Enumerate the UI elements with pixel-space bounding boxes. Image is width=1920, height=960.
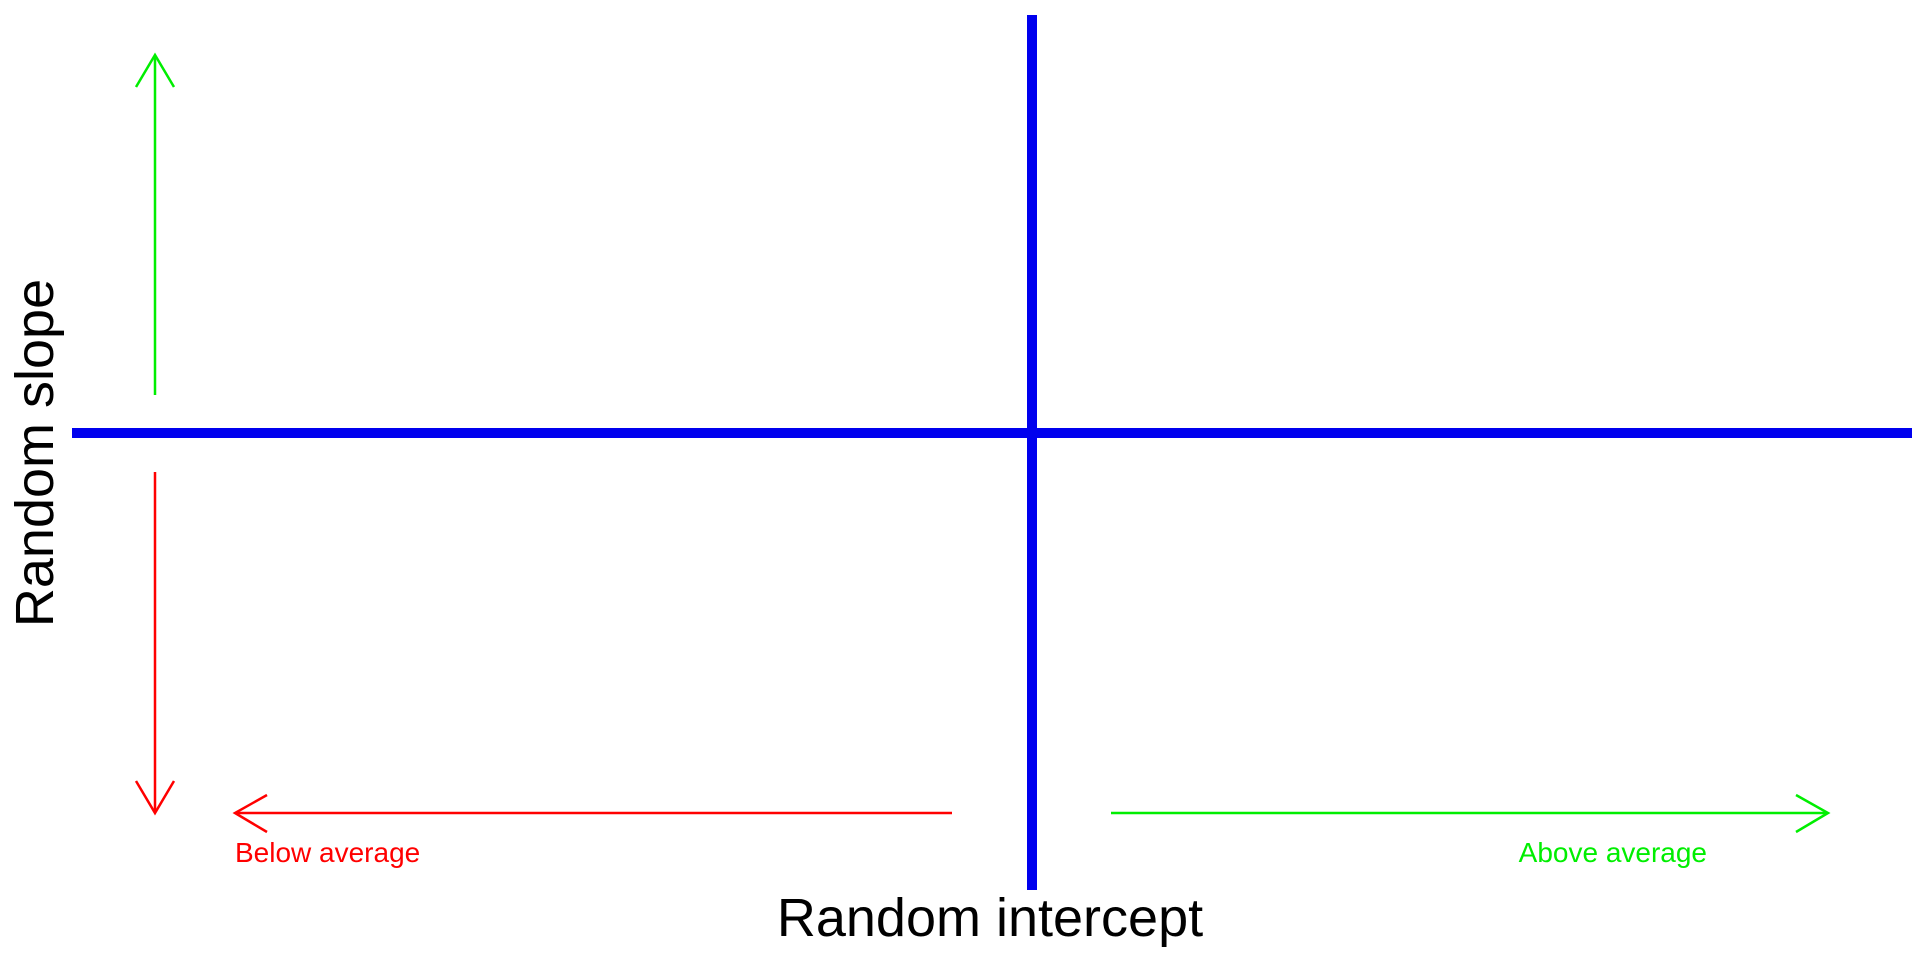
up-arrow-icon [134, 52, 176, 395]
right-arrow-icon [1111, 793, 1831, 834]
x-axis-title: Random intercept [777, 888, 1203, 948]
left-arrow-icon [232, 793, 952, 834]
down-arrow-icon [134, 472, 176, 816]
below-average-label: Below average [235, 837, 420, 868]
y-axis-title: Random slope [5, 279, 65, 627]
above-average-label: Above average [1519, 837, 1707, 868]
